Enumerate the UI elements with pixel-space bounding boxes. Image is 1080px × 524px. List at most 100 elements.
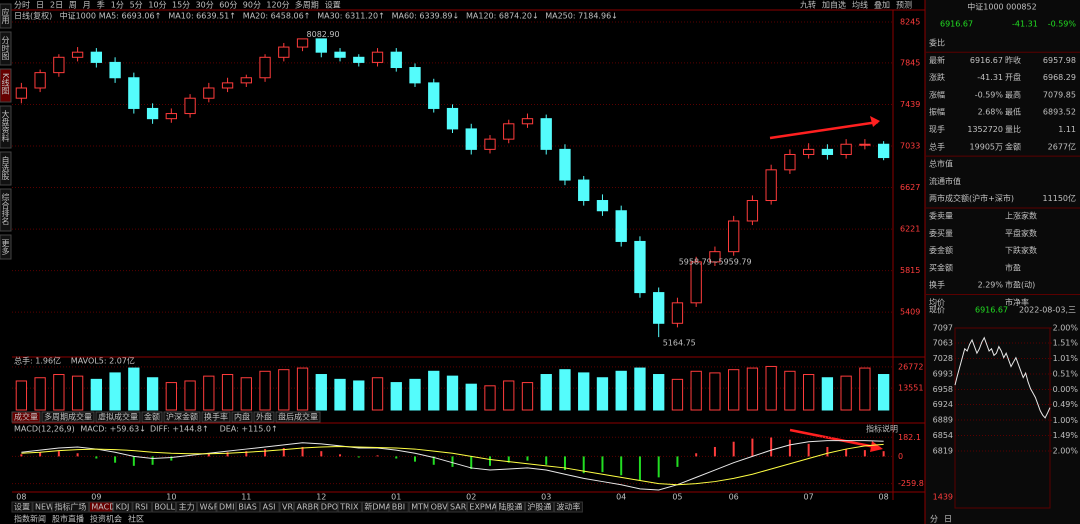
volume-bar bbox=[840, 375, 852, 411]
quote-pct: -0.59% bbox=[1048, 20, 1077, 29]
indicator-tab[interactable]: VR bbox=[282, 503, 293, 512]
status-tab[interactable]: 社区 bbox=[128, 514, 144, 524]
period-tab[interactable]: 日 bbox=[36, 1, 44, 10]
period-tab[interactable]: 15分 bbox=[172, 1, 190, 10]
indicator-tab[interactable]: 陆股通 bbox=[498, 502, 522, 512]
mini-period-tab[interactable]: 日 bbox=[944, 515, 952, 524]
tool-button[interactable]: 预测 bbox=[896, 0, 912, 10]
indicator-tab[interactable]: OBV bbox=[431, 503, 449, 512]
mini-tick-label: 7028 bbox=[933, 354, 953, 363]
quote-label: 流通市值 bbox=[929, 176, 961, 186]
indicator-tab[interactable]: 新DMA bbox=[364, 502, 391, 512]
sidebar-tab[interactable]: 应用 bbox=[1, 7, 10, 25]
sidebar-tab[interactable]: 分时图 bbox=[1, 36, 10, 61]
period-tab[interactable]: 30分 bbox=[196, 1, 214, 10]
arrow-head bbox=[870, 441, 883, 452]
status-tab[interactable]: 投资机会 bbox=[90, 514, 122, 524]
status-tab[interactable]: 指数新闻 bbox=[14, 514, 46, 524]
indicator-tab[interactable]: ARBR bbox=[297, 503, 320, 512]
tool-button[interactable]: 九转 bbox=[800, 0, 816, 10]
volume-bar bbox=[765, 365, 777, 411]
indicator-tab[interactable]: ASI bbox=[263, 503, 276, 512]
sidebar-tab-bg bbox=[0, 105, 12, 149]
tab-bg bbox=[151, 501, 177, 513]
tool-button[interactable]: 均线 bbox=[852, 0, 868, 10]
tool-button[interactable]: 加自选 bbox=[822, 0, 846, 10]
mini-period-tab[interactable]: 分 bbox=[930, 515, 938, 524]
volume-bar bbox=[728, 369, 740, 411]
indicator-tab[interactable]: DMI bbox=[219, 503, 234, 512]
tab-bg bbox=[524, 501, 554, 513]
price-tick-label: 5409 bbox=[900, 308, 920, 317]
price-tick-label: 7845 bbox=[900, 58, 920, 67]
sidebar-tab[interactable]: 综合排名 bbox=[1, 192, 10, 226]
period-tab[interactable]: 季 bbox=[97, 0, 105, 10]
period-tab[interactable]: 1分 bbox=[111, 1, 124, 10]
indicator-tab[interactable]: SAR bbox=[450, 503, 467, 512]
volume-tab[interactable]: 外盘 bbox=[256, 412, 272, 422]
volume-tab[interactable]: 虚拟成交量 bbox=[98, 412, 138, 422]
indicator-tab[interactable]: 主力 bbox=[179, 502, 195, 512]
indicator-help[interactable]: 指标说明 bbox=[866, 424, 898, 434]
indicator-tab[interactable]: TRIX bbox=[339, 503, 359, 512]
volume-tab[interactable]: 内盘 bbox=[234, 412, 250, 422]
volume-bar bbox=[465, 383, 477, 411]
tab-bg bbox=[51, 501, 89, 513]
tab-bg bbox=[41, 411, 95, 423]
sidebar-tab[interactable]: 自选股 bbox=[1, 155, 10, 181]
indicator-tab[interactable]: W&R bbox=[200, 503, 220, 512]
indicator-tab[interactable]: 设置 bbox=[14, 502, 30, 512]
indicator-tab[interactable]: RSI bbox=[135, 503, 148, 512]
period-tab[interactable]: 多周期 bbox=[295, 0, 319, 10]
period-tab[interactable]: 90分 bbox=[243, 1, 261, 10]
mini-pct-label: 1.51% bbox=[1053, 339, 1079, 348]
period-tab[interactable]: 月 bbox=[83, 1, 91, 10]
price-tick-label: 7439 bbox=[900, 100, 920, 109]
sidebar-tab[interactable]: 大盘资料 bbox=[1, 109, 10, 143]
candle-body bbox=[840, 143, 852, 155]
tab-bg bbox=[176, 501, 198, 513]
volume-bar bbox=[859, 367, 871, 411]
quote-label: 平盘家数 bbox=[1005, 228, 1037, 238]
status-tab[interactable]: 股市直播 bbox=[52, 514, 84, 524]
quote-label: 涨幅 bbox=[929, 89, 945, 99]
volume-bar bbox=[109, 372, 121, 411]
volume-tab[interactable]: 换手率 bbox=[204, 412, 228, 422]
candle-body bbox=[278, 46, 290, 58]
candle-body bbox=[540, 118, 552, 150]
price-tick-label: 6221 bbox=[900, 225, 920, 234]
period-tab[interactable]: 设置 bbox=[325, 0, 341, 10]
indicator-tab[interactable]: NEW bbox=[35, 503, 54, 512]
tab-bg bbox=[337, 501, 362, 513]
period-tab[interactable]: 10分 bbox=[148, 1, 166, 10]
indicator-tab[interactable]: 指标广场 bbox=[54, 502, 86, 512]
sidebar-tab[interactable]: K线图 bbox=[1, 73, 10, 95]
period-tab[interactable]: 5分 bbox=[130, 1, 143, 10]
indicator-tab[interactable]: MACD bbox=[91, 503, 115, 512]
indicator-tab[interactable]: 波动率 bbox=[556, 502, 580, 512]
tab-bg bbox=[95, 411, 141, 423]
volume-tab[interactable]: 盘后成交量 bbox=[278, 412, 318, 422]
volume-tab[interactable]: 多周期成交量 bbox=[44, 412, 92, 422]
volume-tab[interactable]: 成交量 bbox=[14, 412, 38, 422]
period-tab[interactable]: 分时 bbox=[14, 0, 30, 10]
indicator-tab[interactable]: KDJ bbox=[116, 503, 130, 512]
period-tab[interactable]: 120分 bbox=[266, 1, 289, 10]
period-tab[interactable]: 2日 bbox=[50, 1, 63, 10]
tab-bg bbox=[389, 501, 409, 513]
indicator-tab[interactable]: BOLL bbox=[154, 503, 175, 512]
volume-tab[interactable]: 金额 bbox=[144, 412, 160, 422]
indicator-tab[interactable]: EXPMA bbox=[469, 503, 497, 512]
indicator-tab[interactable]: 沪股通 bbox=[527, 502, 551, 512]
period-tab[interactable]: 周 bbox=[69, 1, 77, 10]
indicator-tab[interactable]: DPO bbox=[321, 503, 338, 512]
period-tab[interactable]: 60分 bbox=[219, 1, 237, 10]
volume-tab[interactable]: 沪深金额 bbox=[166, 412, 198, 422]
indicator-tab[interactable]: BBI bbox=[392, 503, 405, 512]
indicator-tab[interactable]: BIAS bbox=[238, 503, 256, 512]
sidebar-tab[interactable]: 更多 bbox=[1, 239, 10, 256]
tool-button[interactable]: 叠加 bbox=[874, 0, 890, 10]
indicator-tab[interactable]: MTM bbox=[411, 503, 430, 512]
volume-bar bbox=[559, 369, 571, 411]
volume-bar bbox=[540, 374, 552, 411]
